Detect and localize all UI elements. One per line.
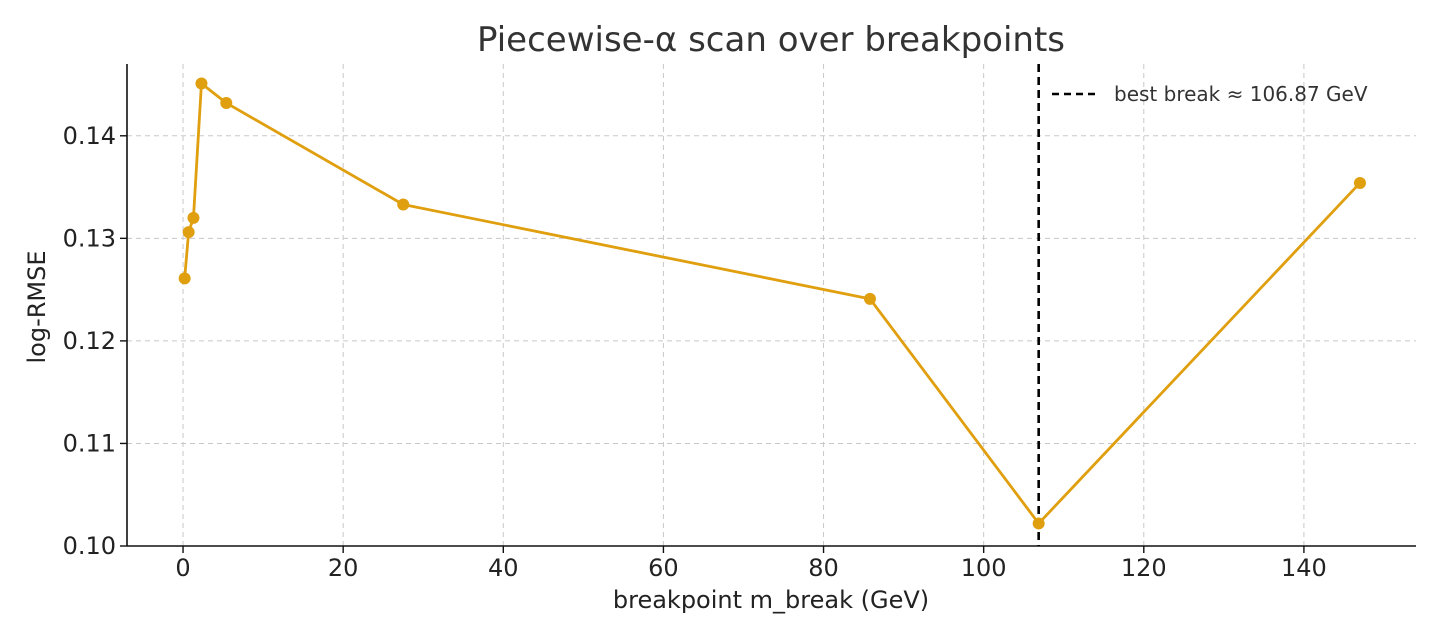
x-tick-label: 100 xyxy=(961,554,1007,582)
y-tick-label: 0.14 xyxy=(63,122,116,150)
data-point xyxy=(220,96,233,109)
data-point xyxy=(182,226,195,239)
x-ticks: 0 20 40 60 80 100 120 140 xyxy=(175,546,1327,582)
y-tick-label: 0.10 xyxy=(63,532,116,560)
y-tick-label: 0.12 xyxy=(63,327,116,355)
data-point xyxy=(1353,176,1366,189)
x-tick-label: 140 xyxy=(1281,554,1327,582)
data-point xyxy=(863,292,876,305)
data-point xyxy=(397,198,410,211)
x-tick-label: 120 xyxy=(1121,554,1167,582)
x-tick-label: 20 xyxy=(328,554,359,582)
x-tick-label: 80 xyxy=(808,554,839,582)
series-layer xyxy=(178,77,1366,530)
x-tick-label: 40 xyxy=(488,554,519,582)
chart-title: Piecewise-α scan over breakpoints xyxy=(477,20,1065,60)
y-tick-label: 0.11 xyxy=(63,429,116,457)
legend-label: best break ≈ 106.87 GeV xyxy=(1114,82,1368,106)
data-point xyxy=(1032,517,1045,530)
y-axis-label: log-RMSE xyxy=(23,250,51,363)
x-axis-label: breakpoint m_break (GeV) xyxy=(613,586,929,614)
data-point xyxy=(187,211,200,224)
data-point xyxy=(195,77,208,90)
data-point xyxy=(178,272,191,285)
y-ticks: 0.10 0.11 0.12 0.13 0.14 xyxy=(63,122,127,560)
x-tick-label: 60 xyxy=(648,554,679,582)
legend: best break ≈ 106.87 GeV xyxy=(1052,82,1368,106)
axes xyxy=(126,64,1416,547)
x-tick-label: 0 xyxy=(175,554,190,582)
grid xyxy=(127,64,1416,547)
y-tick-label: 0.13 xyxy=(63,224,116,252)
series-line xyxy=(183,82,1361,525)
